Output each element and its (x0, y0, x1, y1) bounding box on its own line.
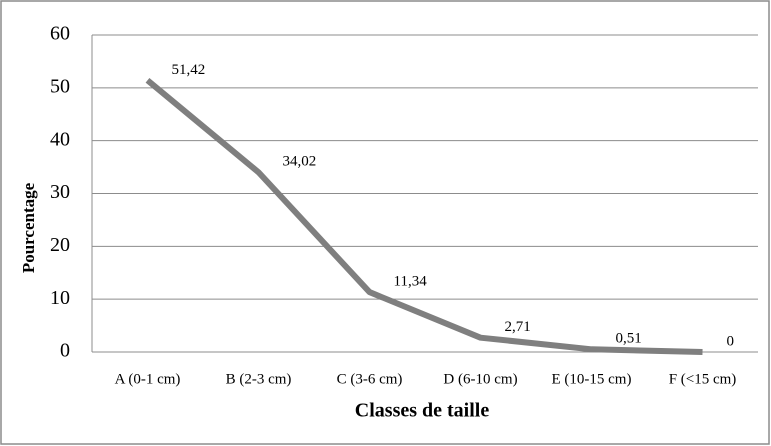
y-tick-label: 10 (50, 287, 70, 309)
x-tick-label: D (6-10 cm) (443, 371, 517, 387)
x-tick-label: F (<15 cm) (669, 371, 737, 387)
x-tick-label: E (10-15 cm) (552, 371, 632, 387)
y-tick-label: 30 (50, 181, 70, 203)
x-tick-label: C (3-6 cm) (337, 371, 403, 387)
data-label: 0 (727, 333, 735, 349)
data-line (145, 78, 703, 355)
y-tick-label: 20 (50, 234, 70, 256)
data-label: 34,02 (283, 154, 317, 170)
x-tick-label: B (2-3 cm) (226, 371, 292, 387)
data-label: 51,42 (172, 62, 206, 78)
data-label: 11,34 (394, 274, 428, 290)
y-axis-label: Pourcentage (19, 182, 38, 273)
x-axis-label: Classes de taille (355, 400, 490, 422)
x-tick-label: A (0-1 cm) (115, 371, 181, 387)
data-label: 2,71 (505, 319, 531, 335)
y-tick-label: 0 (60, 340, 70, 362)
data-label: 0,51 (616, 331, 642, 347)
y-tick-label: 60 (50, 23, 70, 45)
y-tick-label: 40 (50, 128, 70, 150)
y-tick-label: 50 (50, 75, 70, 97)
